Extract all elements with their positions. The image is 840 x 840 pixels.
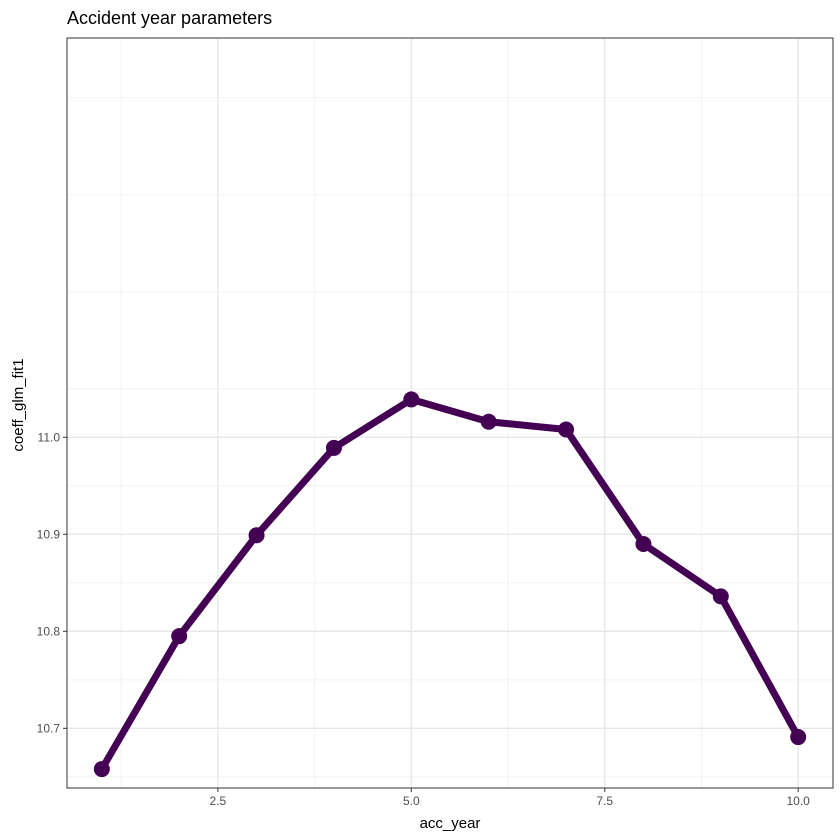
y-tick-label: 10.8 bbox=[37, 624, 61, 638]
minor-gridlines bbox=[67, 38, 833, 788]
x-axis-ticks: 2.5 5.0 7.5 10.0 bbox=[210, 788, 811, 808]
y-axis-ticks: 10.7 10.8 10.9 11.0 bbox=[37, 430, 67, 735]
y-tick-label: 10.7 bbox=[37, 721, 61, 735]
y-tick-label: 10.9 bbox=[37, 527, 61, 541]
data-point bbox=[712, 588, 729, 605]
data-point bbox=[325, 439, 342, 456]
x-tick-label: 7.5 bbox=[596, 794, 613, 808]
x-tick-label: 10.0 bbox=[787, 794, 811, 808]
data-point bbox=[93, 761, 110, 778]
series-line bbox=[98, 395, 802, 773]
data-point bbox=[403, 391, 420, 408]
data-point bbox=[558, 421, 575, 438]
chart-title: Accident year parameters bbox=[67, 8, 272, 28]
data-point bbox=[171, 628, 188, 645]
x-tick-label: 2.5 bbox=[210, 794, 227, 808]
y-axis-title: coeff_glm_fit1 bbox=[10, 358, 27, 451]
y-tick-label: 11.0 bbox=[38, 430, 61, 444]
major-gridlines bbox=[67, 38, 833, 788]
data-point bbox=[248, 527, 265, 544]
x-axis-title: acc_year bbox=[420, 815, 481, 832]
plot-border bbox=[66, 37, 834, 789]
series-lines bbox=[98, 395, 802, 773]
data-point bbox=[635, 535, 652, 552]
data-point bbox=[790, 729, 807, 746]
data-point bbox=[480, 413, 497, 430]
series-points bbox=[93, 391, 807, 778]
x-tick-label: 5.0 bbox=[403, 794, 420, 808]
